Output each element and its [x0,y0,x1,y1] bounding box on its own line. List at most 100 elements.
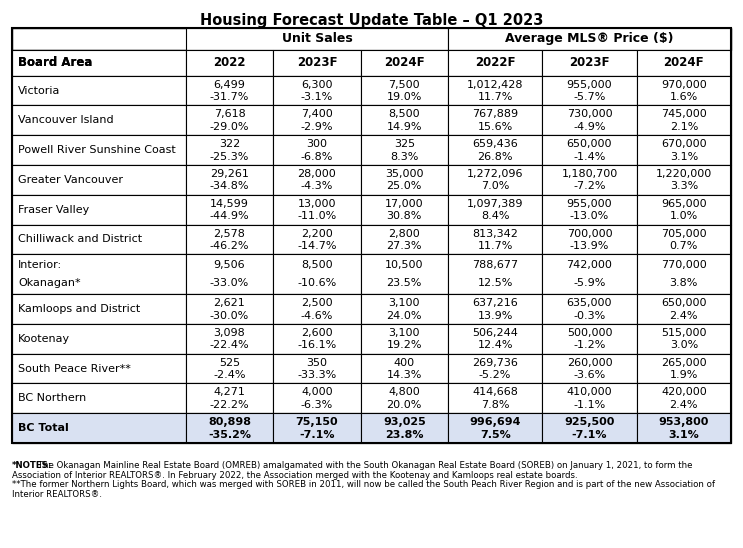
Bar [448,195,542,225]
Text: 20.0%: 20.0% [386,400,422,410]
Text: -33.0%: -33.0% [210,278,249,288]
Bar [12,105,731,135]
Bar [360,105,448,135]
Text: 650,000: 650,000 [661,298,707,308]
Bar [12,353,731,384]
Bar [360,195,448,225]
Bar [12,165,731,195]
Bar [186,76,273,105]
Bar [360,50,448,76]
Bar [273,413,360,443]
Bar [186,195,273,225]
Bar [448,225,542,254]
Text: 515,000: 515,000 [661,328,707,338]
Bar [12,324,731,353]
Text: 7.8%: 7.8% [481,400,510,410]
Text: 410,000: 410,000 [567,387,612,397]
Text: 742,000: 742,000 [567,260,612,270]
Bar [360,254,448,294]
Text: South Peace River**: South Peace River** [18,363,131,374]
Bar [12,324,186,353]
Bar [637,413,731,443]
Bar [542,135,637,165]
Text: 2023F: 2023F [296,56,337,69]
Bar [12,50,731,76]
Text: Fraser Valley: Fraser Valley [18,205,89,215]
Bar [360,384,448,413]
Bar [186,105,273,135]
Bar [12,225,731,254]
Text: 269,736: 269,736 [473,358,518,368]
Text: 7.0%: 7.0% [481,181,510,191]
Text: 525: 525 [219,358,240,368]
Text: 2022F: 2022F [475,56,516,69]
Bar [12,105,186,135]
Text: 2.1%: 2.1% [669,122,698,132]
Text: 14,599: 14,599 [210,199,249,209]
Text: 260,000: 260,000 [567,358,612,368]
Bar [637,105,731,135]
Text: 75,150: 75,150 [296,417,338,427]
Text: 17,000: 17,000 [385,199,424,209]
Text: *NOTES:: *NOTES: [12,461,52,470]
Text: -1.2%: -1.2% [574,340,606,350]
Text: 13.9%: 13.9% [478,311,513,321]
Text: 705,000: 705,000 [661,229,707,238]
Bar [637,254,731,294]
Bar [542,76,637,105]
Bar [12,50,186,76]
Text: 1,220,000: 1,220,000 [656,169,712,179]
Text: Vancouver Island: Vancouver Island [18,115,114,125]
Bar [12,28,731,50]
Text: 28,000: 28,000 [297,169,337,179]
Text: 506,244: 506,244 [473,328,518,338]
Bar [12,413,731,443]
Text: 2022: 2022 [213,56,246,69]
Bar [637,50,731,76]
Text: -7.2%: -7.2% [574,181,606,191]
Text: The Okanagan Mainline Real Estate Board (OMREB) amalgamated with the South Okana: The Okanagan Mainline Real Estate Board … [35,461,692,470]
Bar [542,50,637,76]
Bar [637,353,731,384]
Text: 955,000: 955,000 [567,199,612,209]
Text: 1,097,389: 1,097,389 [467,199,523,209]
Bar [448,324,542,353]
Text: -6.8%: -6.8% [301,152,333,162]
Text: -34.8%: -34.8% [210,181,249,191]
Text: 700,000: 700,000 [567,229,612,238]
Text: 93,025: 93,025 [383,417,426,427]
Bar [542,294,637,324]
Text: 970,000: 970,000 [661,79,707,89]
Text: -44.9%: -44.9% [210,211,250,221]
Bar [637,324,731,353]
Text: -5.7%: -5.7% [574,92,606,102]
Text: 9,506: 9,506 [214,260,245,270]
Text: 3.1%: 3.1% [669,430,699,439]
Text: 14.3%: 14.3% [386,370,422,380]
Bar [273,50,360,76]
Bar [448,105,542,135]
Text: -7.1%: -7.1% [299,430,334,439]
Bar [542,195,637,225]
Text: 7.5%: 7.5% [480,430,510,439]
Text: 635,000: 635,000 [567,298,612,308]
Text: Kootenay: Kootenay [18,334,70,344]
Bar [637,135,731,165]
Text: 80,898: 80,898 [208,417,251,427]
Text: 7,618: 7,618 [214,110,245,119]
Text: -4.9%: -4.9% [574,122,606,132]
Text: Okanagan*: Okanagan* [18,278,81,288]
Text: 730,000: 730,000 [567,110,612,119]
Bar [273,225,360,254]
Text: Greater Vancouver: Greater Vancouver [18,175,123,185]
Text: -4.3%: -4.3% [301,181,333,191]
Text: Board Area: Board Area [18,56,92,69]
Text: 4,271: 4,271 [213,387,245,397]
Bar [273,294,360,324]
Text: 813,342: 813,342 [473,229,518,238]
Text: 30.8%: 30.8% [386,211,422,221]
Text: 2,621: 2,621 [214,298,245,308]
Text: -1.4%: -1.4% [574,152,606,162]
Text: 14.9%: 14.9% [386,122,422,132]
Bar [448,384,542,413]
